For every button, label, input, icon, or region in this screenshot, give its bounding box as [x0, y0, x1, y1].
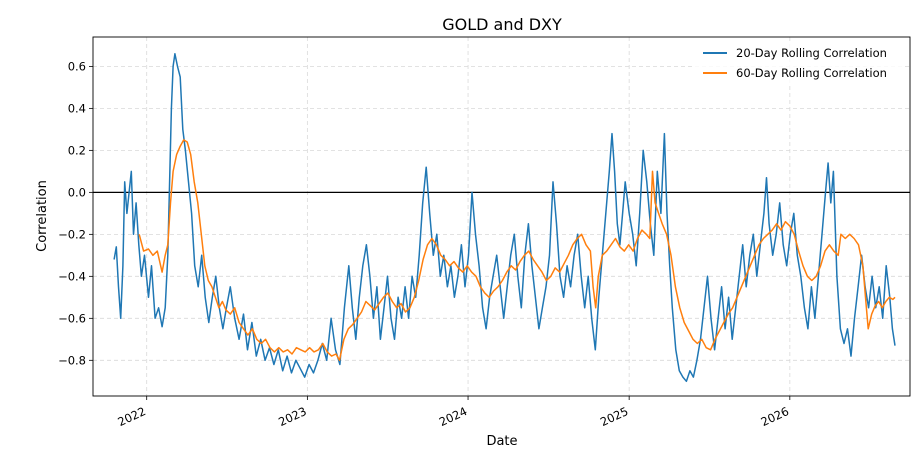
- y-axis-label: Correlation: [35, 180, 50, 252]
- legend-label-20-day: 20-Day Rolling Correlation: [736, 46, 887, 60]
- x-tick-label: 2022: [116, 404, 148, 429]
- y-tick-label: 0.4: [68, 101, 86, 115]
- y-tick-label: 0.0: [68, 185, 86, 199]
- x-axis-label: Date: [486, 434, 517, 449]
- x-tick-label: 2025: [598, 404, 630, 429]
- x-tick-label: 2024: [437, 404, 469, 429]
- grid: [93, 37, 910, 396]
- legend: 20-Day Rolling Correlation 60-Day Rollin…: [695, 42, 905, 84]
- y-tick-label: −0.8: [58, 353, 86, 367]
- labels: GOLD and DXY Date Correlation: [35, 15, 562, 449]
- legend-box: [695, 42, 905, 84]
- chart-title: GOLD and DXY: [442, 15, 562, 34]
- y-tick-label: −0.4: [58, 269, 86, 283]
- series-lines: [93, 53, 910, 383]
- x-tick-label: 2026: [759, 404, 791, 429]
- legend-label-60-day: 60-Day Rolling Correlation: [736, 66, 887, 80]
- x-tick-label: 2023: [276, 404, 308, 429]
- series-60-day-line: [138, 139, 896, 362]
- y-tick-label: −0.2: [58, 227, 86, 241]
- y-tick-label: 0.6: [68, 59, 86, 73]
- series-20-day-line: [113, 53, 896, 383]
- y-tick-label: −0.6: [58, 311, 86, 325]
- plot-border: [92, 36, 911, 397]
- y-tick-label: 0.2: [68, 143, 86, 157]
- plot-frame: [92, 36, 911, 397]
